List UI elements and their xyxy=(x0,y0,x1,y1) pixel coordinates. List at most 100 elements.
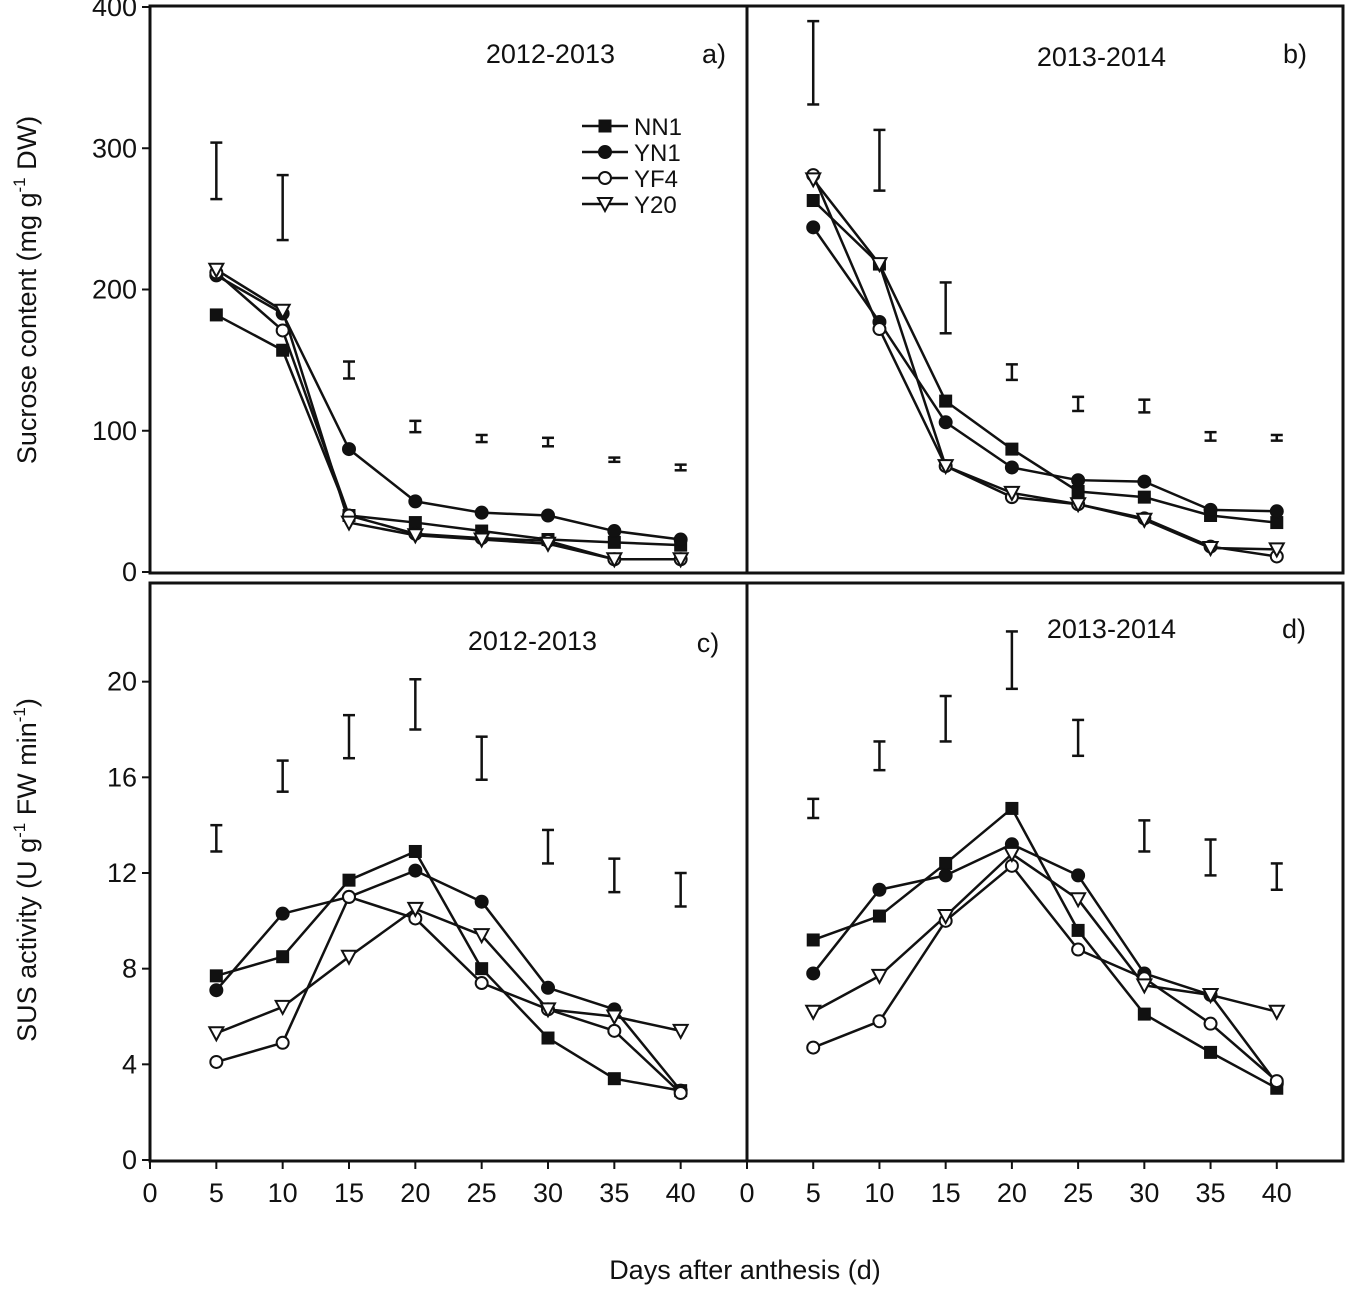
panel-c-point-NN1 xyxy=(475,962,489,976)
panel-c-ytick-label: 4 xyxy=(122,1049,137,1079)
panel-d-point-Y20 xyxy=(1135,978,1154,995)
panel-c-ytick-label: 12 xyxy=(107,858,137,888)
panel-b-point-Y20 xyxy=(804,172,822,189)
panel-c-point-Y20 xyxy=(273,999,292,1017)
panel-d-xtick-label: 15 xyxy=(931,1178,961,1208)
panel-a-point-YN1 xyxy=(607,524,622,539)
panel-d-point-YN1 xyxy=(872,882,887,897)
panel-c-xtick-label: 20 xyxy=(400,1178,430,1208)
legend-label-YN1: YN1 xyxy=(634,140,681,167)
panel-d-xtick-label: 20 xyxy=(997,1178,1027,1208)
panel-d-xtick-label: 25 xyxy=(1063,1178,1093,1208)
panel-c-xtick-label: 30 xyxy=(533,1178,563,1208)
panel-a-ytick-label: 200 xyxy=(92,275,137,305)
panel-b-point-YN1 xyxy=(938,415,953,430)
panel-d-xtick-label: 5 xyxy=(806,1178,821,1208)
panel-a-error-bar xyxy=(608,456,621,464)
panel-a-series-line-Y20 xyxy=(215,268,681,561)
panel-b-series-line-NN1 xyxy=(812,199,1277,524)
panel-d-error-bar xyxy=(807,797,820,820)
panel-c-point-Y20 xyxy=(207,1026,226,1043)
panel-c-point-YN1 xyxy=(275,906,290,921)
panel-c-series-line-NN1 xyxy=(215,850,681,1092)
panel-c-point-YN1 xyxy=(408,863,423,878)
panel-a-point-YN1 xyxy=(474,505,489,520)
panel-b-error-bar xyxy=(1138,398,1151,414)
panel-d-point-Y20 xyxy=(804,1004,822,1021)
panel-a-point-NN1 xyxy=(276,343,290,357)
panel-c-point-Y20 xyxy=(472,928,491,945)
panel-b-point-NN1 xyxy=(1005,442,1019,456)
panel-b-point-NN1 xyxy=(939,394,953,408)
panel-d-xtick-label: 40 xyxy=(1262,1178,1292,1208)
panel-d-frame xyxy=(745,581,1345,1163)
panel-d-point-NN1 xyxy=(1071,923,1085,937)
panel-d-series-line-YN1 xyxy=(812,843,1278,1085)
panel-c-title: 2012-2013 xyxy=(468,626,597,656)
panel-c-error-bar xyxy=(475,735,488,781)
panel-d-point-Y20 xyxy=(1201,987,1220,1005)
panel-d-label: d) xyxy=(1282,614,1306,644)
panel-a-point-Y20 xyxy=(406,528,425,545)
panel-c-error-bar xyxy=(343,713,355,760)
panel-d-series-line-YF4 xyxy=(812,864,1278,1083)
panel-b-frame xyxy=(745,4,1345,575)
panel-d-xtick-label: 10 xyxy=(864,1178,894,1208)
panel-a-point-Y20 xyxy=(539,536,557,553)
legend-marker-Y20 xyxy=(596,197,614,214)
panel-a-point-Y20 xyxy=(273,303,292,320)
panel-c-series-line-YN1 xyxy=(215,869,682,1092)
panel-a-point-YN1 xyxy=(342,442,356,457)
panel-b-point-Y20 xyxy=(870,257,889,274)
panel-d-point-NN1 xyxy=(806,933,820,947)
panel-b-point-Y20 xyxy=(1201,540,1220,558)
panel-c-point-NN1 xyxy=(276,950,290,964)
panel-c-point-NN1 xyxy=(541,1031,555,1045)
panel-a-error-bar xyxy=(409,419,422,434)
panel-a-point-Y20 xyxy=(605,552,624,569)
panel-c-point-YF4 xyxy=(474,976,489,991)
panel-d-point-YN1 xyxy=(938,868,953,883)
panel-b-point-YN1 xyxy=(1269,504,1284,519)
panel-d-point-YN1 xyxy=(1071,868,1086,883)
panel-d-point-Y20 xyxy=(1268,1004,1286,1021)
panel-b-point-YN1 xyxy=(806,220,821,235)
panel-a-ytick-label: 0 xyxy=(122,557,137,587)
panel-a-ytick-label: 400 xyxy=(92,0,137,22)
panel-a-point-YN1 xyxy=(673,532,688,547)
panel-c-xtick-label: 35 xyxy=(599,1178,629,1208)
panel-a-error-bar xyxy=(674,463,687,472)
panel-c-point-YF4 xyxy=(209,1054,224,1069)
panel-c-point-NN1 xyxy=(209,969,223,983)
panel-d-point-NN1 xyxy=(1137,1007,1151,1021)
panel-d-point-Y20 xyxy=(1003,846,1021,863)
panel-d-series-line-NN1 xyxy=(812,807,1278,1090)
panel-d-series-line-Y20 xyxy=(812,852,1278,1013)
panel-c-point-NN1 xyxy=(342,873,356,887)
panel-d-point-Y20 xyxy=(936,909,955,926)
legend-label-NN1: NN1 xyxy=(634,114,682,141)
panel-d-error-bar xyxy=(1005,630,1018,691)
panel-d-error-bar xyxy=(1072,718,1085,758)
panel-b-point-Y20 xyxy=(1135,512,1154,529)
legend-marker-YF4 xyxy=(598,171,612,185)
panel-d-point-NN1 xyxy=(872,909,886,923)
panel-d-point-YF4 xyxy=(806,1040,821,1055)
panel-d-point-YF4 xyxy=(1269,1074,1284,1089)
panel-a-point-NN1 xyxy=(209,308,223,322)
panel-c-xtick-label: 40 xyxy=(666,1178,696,1208)
panel-d-error-bar xyxy=(873,740,886,772)
panel-b-error-bar xyxy=(1072,395,1085,413)
panel-b-label: b) xyxy=(1283,39,1307,69)
panel-c-ytick-label: 0 xyxy=(122,1145,137,1175)
panel-b-point-YN1 xyxy=(1071,473,1086,488)
panel-a-label: a) xyxy=(702,39,726,69)
panel-c-point-YF4 xyxy=(673,1086,688,1101)
panel-b-point-NN1 xyxy=(1071,484,1085,498)
panel-b-point-Y20 xyxy=(1268,542,1286,559)
panel-c-error-bar xyxy=(210,823,223,853)
panel-a-point-YN1 xyxy=(408,494,423,509)
